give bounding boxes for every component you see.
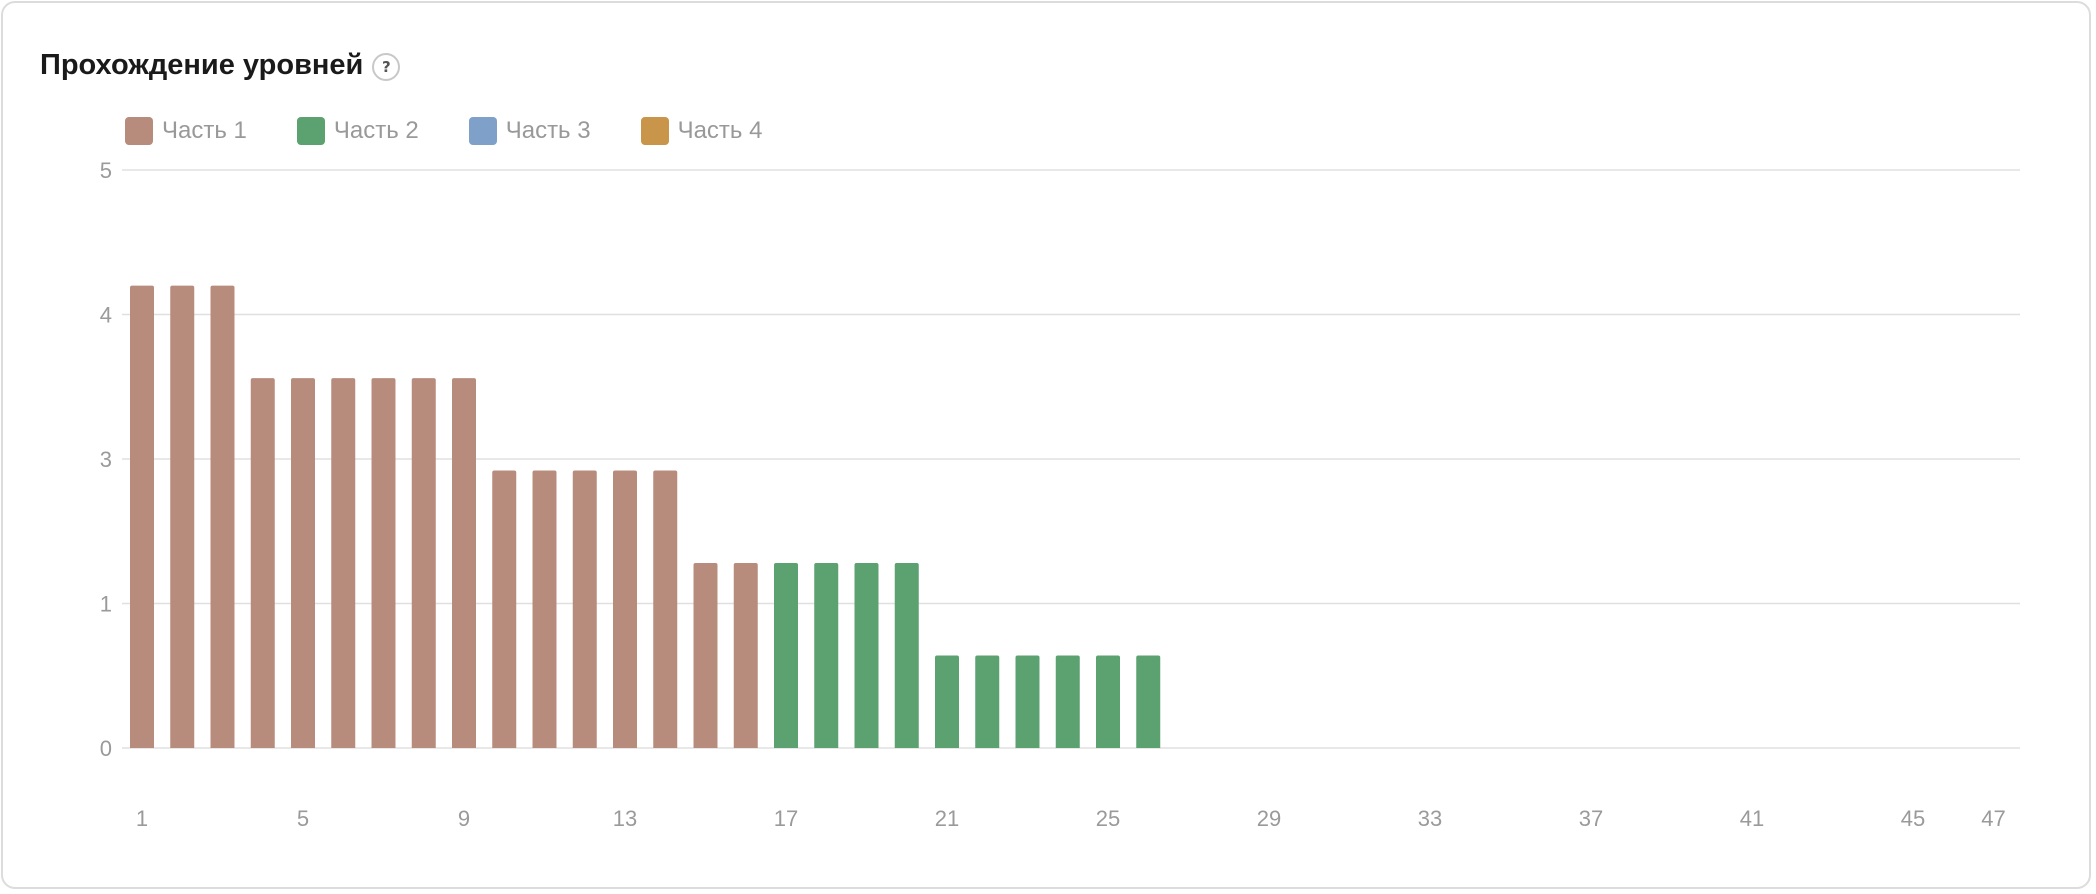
bar: [733, 563, 758, 748]
legend-label: Часть 4: [677, 117, 763, 144]
bar: [693, 563, 718, 748]
bar: [854, 563, 879, 748]
bar: [170, 285, 195, 748]
legend-label: Часть 3: [505, 117, 591, 144]
bar: [814, 563, 839, 748]
legend-item[interactable]: Часть 2: [296, 117, 419, 145]
x-tick-label: 25: [1096, 806, 1120, 831]
legend-item[interactable]: Часть 1: [125, 117, 247, 145]
x-tick-label: 21: [935, 806, 959, 831]
bar: [210, 285, 235, 748]
bar: [894, 563, 919, 748]
x-tick-label: 17: [774, 806, 798, 831]
legend-swatch: [125, 117, 153, 145]
bar: [1015, 655, 1040, 748]
bar: [1055, 655, 1080, 748]
x-tick-label: 33: [1418, 806, 1442, 831]
bar: [613, 470, 637, 748]
y-tick-label: 0: [100, 736, 112, 761]
bar: [130, 285, 154, 748]
bar: [492, 470, 517, 748]
y-tick-label: 3: [100, 447, 112, 472]
x-tick-label: 37: [1579, 806, 1603, 831]
legend-label: Часть 1: [162, 117, 247, 144]
bar: [572, 470, 597, 748]
bar: [774, 563, 798, 748]
x-tick-label: 45: [1901, 806, 1925, 831]
bar: [452, 378, 476, 748]
y-tick-label: 4: [100, 303, 112, 328]
legend-item[interactable]: Часть 4: [640, 117, 763, 145]
x-tick-label: 41: [1740, 806, 1764, 831]
bar: [291, 378, 315, 748]
x-tick-label: 29: [1257, 806, 1281, 831]
x-tick-label: 47: [1981, 806, 2005, 831]
legend-swatch: [296, 117, 325, 145]
x-tick-label: 13: [613, 806, 637, 831]
y-tick-label: 1: [100, 592, 112, 617]
bar: [1136, 655, 1161, 748]
chart-legend: Часть 1 Часть 2 Часть 3 Часть 4: [125, 115, 812, 147]
legend-swatch: [640, 117, 669, 145]
bar: [975, 655, 1000, 748]
legend-item[interactable]: Часть 3: [468, 117, 591, 145]
x-tick-label: 1: [136, 806, 148, 831]
bar: [250, 378, 275, 748]
bar: [935, 655, 959, 748]
bar: [371, 378, 396, 748]
bar: [1096, 655, 1120, 748]
bar: [532, 470, 557, 748]
bar: [411, 378, 436, 748]
x-tick-label: 5: [297, 806, 309, 831]
question-icon[interactable]: ?: [372, 53, 401, 81]
legend-swatch: [468, 117, 497, 145]
legend-label: Часть 2: [333, 117, 419, 144]
y-tick-label: 5: [100, 158, 112, 183]
chart-title: Прохождение уровней: [40, 48, 364, 81]
bar: [331, 378, 356, 748]
title-row: Прохождение уровней ?: [40, 47, 401, 83]
x-tick-label: 9: [458, 806, 470, 831]
bar: [653, 470, 678, 748]
